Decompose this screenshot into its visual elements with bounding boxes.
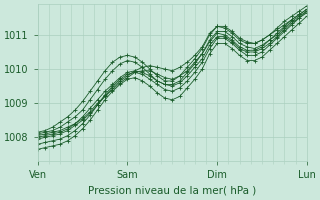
X-axis label: Pression niveau de la mer( hPa ): Pression niveau de la mer( hPa ) xyxy=(88,186,256,196)
